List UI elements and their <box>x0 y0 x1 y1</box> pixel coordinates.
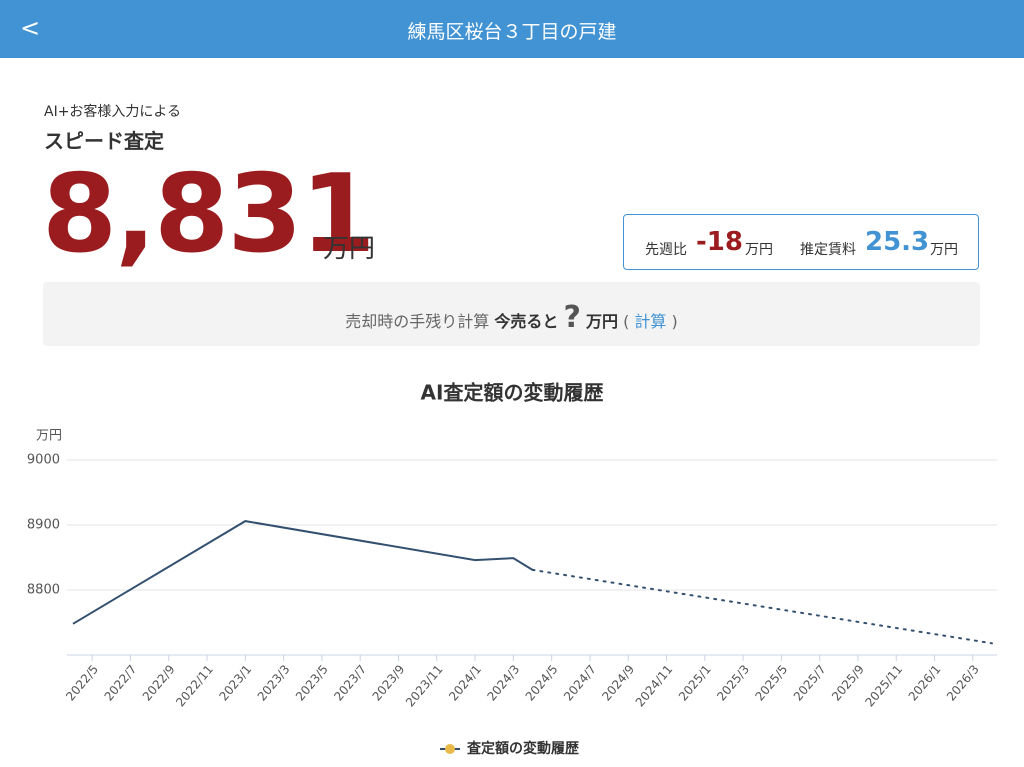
rent-unit: 万円 <box>930 242 958 258</box>
rent-value: 25.3 <box>865 227 930 257</box>
rent-label: 推定賃料 <box>800 242 856 258</box>
x-tick-label: 2023/1 <box>216 662 254 703</box>
label: スピード査定 <box>44 129 164 153</box>
chart-title: AI査定額の変動履歴 <box>421 381 604 405</box>
x-tick-label: 2025/7 <box>791 662 829 703</box>
header-bar: < 練馬区桜台３丁目の戸建 <box>0 0 1024 58</box>
x-tick-label: 2022/11 <box>173 662 216 709</box>
y-tick-label: 8900 <box>27 518 60 533</box>
data-line <box>531 568 993 645</box>
sale-question: ? <box>563 300 581 335</box>
x-tick-label: 2026/3 <box>944 662 982 703</box>
back-button[interactable]: < <box>20 14 41 42</box>
y-tick-label: 9000 <box>27 453 60 468</box>
x-tick-label: 2025/5 <box>753 662 791 703</box>
weekly-change: -18 <box>696 227 743 257</box>
x-tick-label: 2024/11 <box>633 662 676 709</box>
x-tick-label: 2026/1 <box>906 662 944 703</box>
x-tick-label: 2022/5 <box>63 662 101 703</box>
x-tick-label: 2024/1 <box>446 662 484 703</box>
data-line <box>72 520 534 625</box>
legend: 査定額の変動履歴 <box>440 740 579 757</box>
paren: ) <box>671 312 678 331</box>
sale-text: 売却時の手残り計算 <box>345 312 490 331</box>
x-tick-label: 2023/7 <box>331 662 369 703</box>
x-tick-label: 2023/5 <box>293 662 331 703</box>
y-tick-label: 8800 <box>27 583 60 598</box>
y-axis-unit: 万円 <box>36 429 62 444</box>
sale-unit: 万円 <box>585 312 618 331</box>
x-tick-label: 2024/9 <box>599 662 637 703</box>
x-tick-label: 2023/9 <box>370 662 408 703</box>
x-tick-label: 2022/7 <box>102 662 140 703</box>
sale-box: 売却時の手残り計算 今売ると ? 万円 ( 計算 ) <box>43 282 980 346</box>
x-tick-label: 2025/3 <box>714 662 752 703</box>
weekly-label: 先週比 <box>645 242 687 258</box>
appraisal-value: 8,831 <box>42 152 376 277</box>
paren: ( <box>623 312 630 331</box>
x-tick-label: 2022/9 <box>140 662 178 703</box>
sale-now: 今売ると <box>494 312 559 331</box>
x-tick-label: 2024/7 <box>561 662 599 703</box>
legend-marker <box>445 744 455 754</box>
weekly-unit: 万円 <box>745 242 773 258</box>
x-tick-label: 2023/11 <box>403 662 446 709</box>
calc-link[interactable]: 計算 <box>634 312 667 331</box>
x-tick-label: 2024/3 <box>484 662 522 703</box>
x-tick-label: 2025/1 <box>676 662 714 703</box>
x-tick-label: 2023/3 <box>255 662 293 703</box>
caption: AI+お客様入力による <box>44 104 182 120</box>
x-tick-label: 2025/11 <box>862 662 905 709</box>
appraisal-unit: 万円 <box>323 234 376 264</box>
stats-box: 先週比 -18 万円 推定賃料 25.3 万円 <box>623 214 979 270</box>
x-tick-label: 2025/9 <box>829 662 867 703</box>
header-title: 練馬区桜台３丁目の戸建 <box>407 21 617 43</box>
x-tick-label: 2024/5 <box>523 662 561 703</box>
legend-label: 査定額の変動履歴 <box>467 740 579 757</box>
